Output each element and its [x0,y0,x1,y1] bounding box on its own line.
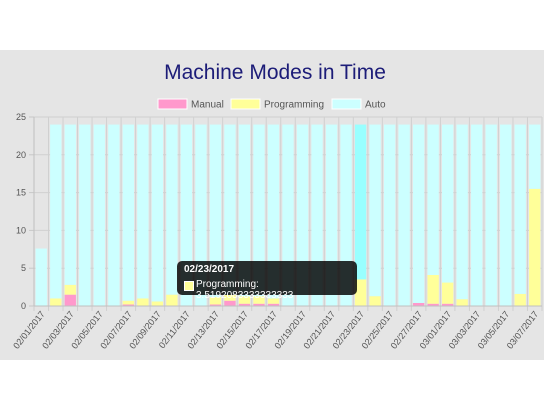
bar-auto-02-28-2017[interactable] [427,124,439,276]
bar-programming-02-13-2017[interactable] [209,296,222,305]
bar-programming-02-17-2017[interactable] [267,298,280,304]
bar-auto-02-19-2017[interactable] [296,124,309,306]
bar-programming-02-07-2017[interactable] [122,300,135,305]
bar-programming-02-23-2017[interactable] [354,279,367,306]
legend-label-programming[interactable]: Programming [264,100,324,111]
chart-tooltip: 02/23/2017 Programming: 3.51920833333333… [177,261,357,301]
bar-auto-03-04-2017[interactable] [485,124,497,306]
bar-auto-02-14-2017[interactable] [224,124,236,295]
bar-auto-02-18-2017[interactable] [282,124,294,306]
bar-auto-02-24-2017[interactable] [369,124,381,297]
tooltip-label: Programming: 3.5192083333333333 [196,279,294,301]
bar-auto-02-03-2017[interactable] [64,124,76,285]
y-tick-label: 20 [16,150,26,160]
bar-manual-02-15-2017[interactable] [238,303,251,306]
bar-auto-02-22-2017[interactable] [340,124,352,306]
tooltip-title: 02/23/2017 [184,264,235,275]
bar-manual-02-27-2017[interactable] [412,302,425,306]
bar-manual-02-03-2017[interactable] [64,294,76,306]
legend-swatch-manual[interactable] [157,98,188,110]
chart-title: Machine Modes in Time [164,61,386,84]
bar-programming-02-09-2017[interactable] [151,301,164,306]
bar-auto-03-07-2017[interactable] [529,124,541,189]
bar-auto-02-02-2017[interactable] [50,124,62,299]
bar-manual-02-14-2017[interactable] [224,300,236,306]
legend-swatch-programming[interactable] [230,98,261,110]
legend-label-manual[interactable]: Manual [191,100,224,111]
bar-programming-02-15-2017[interactable] [238,296,251,304]
legend-label-auto[interactable]: Auto [365,100,386,111]
bar-auto-02-20-2017[interactable] [311,124,323,306]
bar-manual-02-17-2017[interactable] [267,303,280,306]
bar-programming-03-06-2017[interactable] [514,293,526,306]
bar-programming-02-08-2017[interactable] [137,298,149,306]
bar-auto-02-16-2017[interactable] [253,124,265,297]
bar-auto-03-03-2017[interactable] [471,124,483,306]
bar-auto-03-01-2017[interactable] [441,124,454,283]
bar-auto-02-09-2017[interactable] [151,124,164,302]
bar-programming-03-07-2017[interactable] [529,188,541,306]
bar-auto-02-13-2017[interactable] [209,124,222,297]
bar-auto-02-23-2017[interactable] [354,124,367,280]
bar-auto-02-06-2017[interactable] [108,124,120,306]
bar-programming-03-01-2017[interactable] [441,282,454,304]
bar-programming-02-10-2017[interactable] [166,294,178,306]
y-tick-label: 10 [16,225,26,235]
chart-legend: Manual Programming Auto [157,98,386,111]
bar-programming-02-14-2017[interactable] [224,294,236,301]
bar-auto-02-11-2017[interactable] [180,124,193,306]
chart-bars [35,124,541,306]
bar-manual-02-13-2017[interactable] [209,304,222,306]
bar-manual-02-07-2017[interactable] [122,304,135,306]
bar-auto-02-07-2017[interactable] [122,124,135,301]
bar-programming-02-03-2017[interactable] [64,284,76,295]
bar-manual-02-28-2017[interactable] [427,303,439,306]
bar-auto-02-08-2017[interactable] [137,124,149,299]
tooltip-value: 3.5192083333333333 [196,290,294,301]
bar-auto-03-05-2017[interactable] [500,124,512,306]
bar-auto-02-10-2017[interactable] [166,124,178,295]
tooltip-swatch [184,281,194,291]
bar-auto-02-15-2017[interactable] [238,124,251,297]
bar-auto-03-06-2017[interactable] [514,124,526,294]
y-tick-label: 0 [21,301,26,311]
legend-swatch-auto[interactable] [331,98,362,110]
y-tick-label: 5 [21,263,26,273]
bar-auto-02-17-2017[interactable] [267,124,280,299]
bar-auto-02-27-2017[interactable] [412,124,425,303]
bar-auto-02-05-2017[interactable] [93,124,105,306]
bar-auto-02-04-2017[interactable] [79,124,91,306]
bar-programming-02-16-2017[interactable] [253,296,265,304]
bar-auto-02-26-2017[interactable] [398,124,410,306]
bar-auto-02-12-2017[interactable] [195,124,207,306]
bar-manual-02-16-2017[interactable] [253,303,265,306]
bar-manual-03-01-2017[interactable] [441,303,454,306]
machine-modes-chart: Machine Modes in Time Manual Programming A… [11,61,543,351]
bar-auto-02-25-2017[interactable] [383,124,396,306]
bar-programming-02-02-2017[interactable] [50,298,62,306]
bar-auto-02-01-2017[interactable] [35,248,47,306]
y-tick-label: 15 [16,188,26,198]
bar-programming-02-24-2017[interactable] [369,296,381,306]
bar-auto-02-21-2017[interactable] [325,124,338,306]
y-tick-label: 25 [16,112,26,122]
bar-programming-02-28-2017[interactable] [427,275,439,304]
bar-programming-03-02-2017[interactable] [456,299,468,306]
tooltip-series-name: Programming [196,279,257,290]
bar-auto-03-02-2017[interactable] [456,124,468,300]
